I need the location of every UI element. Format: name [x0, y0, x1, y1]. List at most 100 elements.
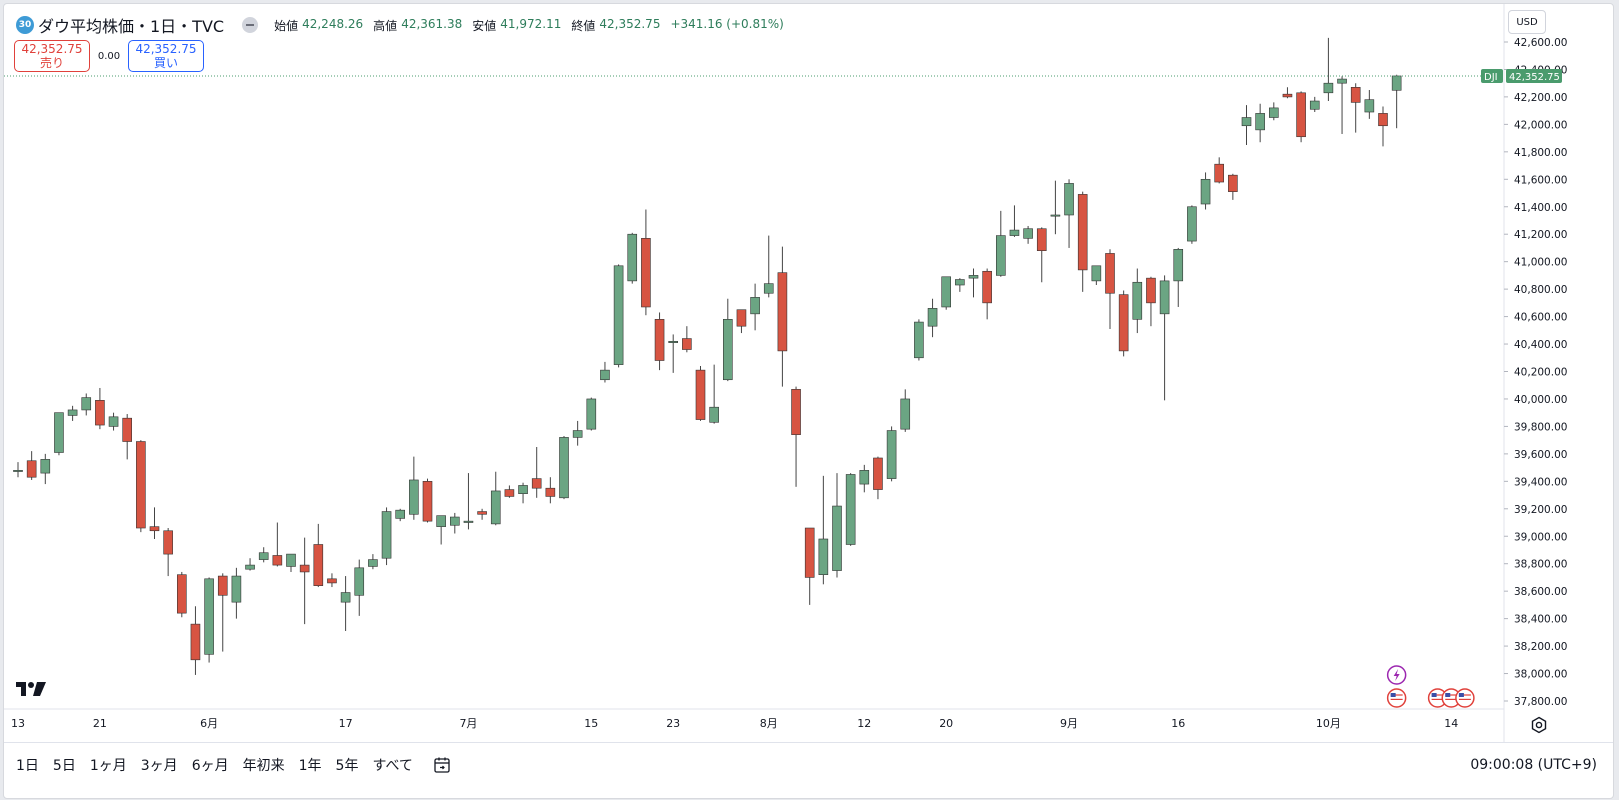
candle[interactable] [1228, 173, 1238, 200]
candle[interactable] [95, 387, 105, 430]
range-1d-button[interactable]: 1日 [16, 758, 39, 774]
candle[interactable] [258, 547, 269, 563]
candle[interactable] [518, 482, 528, 504]
candle[interactable] [272, 522, 283, 567]
candle[interactable] [395, 508, 406, 522]
buy-button[interactable]: 42,352.75 買い [128, 40, 204, 72]
candle[interactable] [1282, 87, 1293, 99]
candle[interactable] [409, 456, 419, 520]
candle[interactable] [40, 453, 51, 485]
candle[interactable] [67, 405, 78, 421]
candle[interactable] [1296, 91, 1306, 143]
candle[interactable] [13, 462, 23, 478]
candle[interactable] [900, 389, 911, 432]
candle[interactable] [709, 364, 719, 424]
candle[interactable] [763, 235, 774, 298]
candle[interactable] [736, 309, 747, 334]
candlestick-chart[interactable]: 42,600.0042,400.0042,200.0042,000.0041,8… [4, 4, 1613, 742]
candle[interactable] [54, 412, 64, 456]
candle[interactable] [1391, 74, 1402, 129]
candle[interactable] [504, 485, 515, 498]
candle[interactable] [600, 361, 610, 383]
candle[interactable] [914, 319, 924, 361]
range-1m-button[interactable]: 1ヶ月 [89, 758, 127, 774]
candle[interactable] [149, 507, 160, 539]
candle[interactable] [108, 412, 119, 431]
candle[interactable] [1255, 103, 1265, 143]
candle[interactable] [1241, 105, 1252, 145]
candle[interactable] [995, 210, 1006, 277]
candle[interactable] [1309, 96, 1320, 113]
range-5d-button[interactable]: 5日 [52, 758, 76, 774]
candle[interactable] [777, 246, 788, 387]
candle[interactable] [750, 283, 760, 331]
range-5y-button[interactable]: 5年 [335, 758, 359, 774]
candle[interactable] [682, 326, 692, 353]
candle[interactable] [136, 440, 146, 533]
candle[interactable] [1214, 157, 1224, 184]
candle[interactable] [668, 334, 679, 373]
candle[interactable] [163, 528, 173, 577]
range-1y-button[interactable]: 1年 [298, 758, 322, 774]
tradingview-logo-icon[interactable] [16, 680, 50, 698]
symbol-title[interactable]: ダウ平均株価・1日・TVC [38, 17, 225, 36]
currency-selector[interactable]: USD [1508, 10, 1546, 34]
candle[interactable] [1091, 265, 1102, 286]
candle[interactable] [1077, 191, 1088, 292]
candle[interactable] [1350, 83, 1361, 133]
candle[interactable] [354, 559, 365, 616]
candle[interactable] [695, 366, 706, 421]
candle[interactable] [463, 473, 474, 530]
candle[interactable] [1364, 90, 1375, 119]
candle[interactable] [204, 577, 214, 663]
candle[interactable] [941, 276, 952, 310]
candle[interactable] [982, 268, 992, 320]
candle[interactable] [368, 554, 378, 570]
range-all-button[interactable]: すべて [372, 758, 413, 774]
calendar-goto-icon[interactable] [433, 756, 451, 774]
settings-gear-icon[interactable] [1530, 716, 1548, 734]
candle[interactable] [873, 456, 883, 500]
collapse-legend-button[interactable] [242, 17, 259, 33]
candle[interactable] [641, 209, 651, 316]
candle[interactable] [832, 473, 842, 578]
candle[interactable] [436, 515, 446, 545]
candle[interactable] [81, 393, 92, 416]
candle[interactable] [791, 386, 801, 487]
candle[interactable] [968, 268, 979, 298]
lightning-icon[interactable] [1386, 665, 1407, 685]
candle[interactable] [245, 558, 255, 571]
range-3m-button[interactable]: 3ヶ月 [140, 758, 178, 774]
range-6m-button[interactable]: 6ヶ月 [191, 758, 229, 774]
candle[interactable] [1159, 275, 1170, 401]
candle[interactable] [231, 567, 242, 619]
candle[interactable] [927, 298, 938, 338]
us-flag-icon[interactable] [1386, 688, 1407, 708]
candle[interactable] [613, 264, 624, 368]
candle[interactable] [422, 478, 433, 523]
candle[interactable] [722, 298, 733, 382]
candle[interactable] [804, 527, 815, 605]
candle[interactable] [190, 606, 201, 675]
candle[interactable] [340, 576, 351, 631]
clock-timezone[interactable]: 09:00:08 (UTC+9) [1470, 757, 1597, 773]
candle[interactable] [1105, 249, 1115, 329]
candle[interactable] [818, 475, 829, 585]
candle[interactable] [1050, 180, 1061, 235]
candle[interactable] [1023, 225, 1033, 244]
candle[interactable] [1187, 205, 1197, 244]
candle[interactable] [1269, 102, 1279, 121]
candle[interactable] [845, 473, 856, 546]
candle[interactable] [586, 397, 597, 431]
symbol-badge[interactable]: 30 [16, 16, 34, 34]
candle[interactable] [955, 278, 965, 292]
us-flag-icon[interactable] [1455, 688, 1475, 708]
candle[interactable] [122, 414, 132, 460]
candle[interactable] [177, 571, 187, 618]
candle[interactable] [1009, 205, 1020, 237]
candle[interactable] [490, 471, 501, 526]
candle[interactable] [859, 464, 870, 493]
candle[interactable] [559, 436, 569, 500]
candle[interactable] [627, 232, 638, 284]
time-axis[interactable]: 13 21 6月 17 7月 15 23 8月 12 20 9月 16 10月 14 [11, 717, 1458, 730]
